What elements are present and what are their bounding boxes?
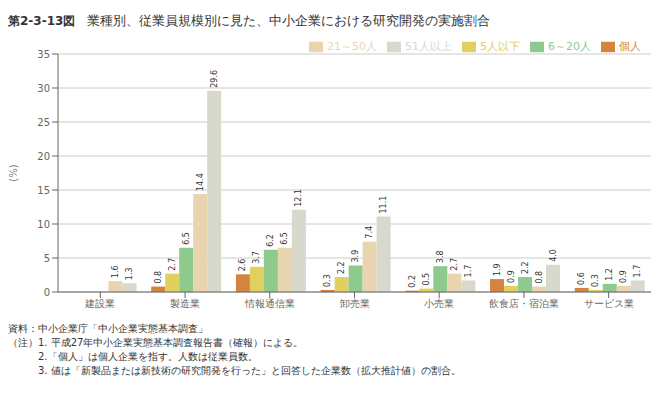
html-text:資料：中小企業庁「中小企業実態基本調査」: 資料：中小企業庁「中小企業実態基本調査」 xyxy=(8,323,208,334)
html-text:51人以上: 51人以上 xyxy=(405,40,452,53)
svg-text:2.2: 2.2 xyxy=(521,261,530,274)
svg-text:14.4: 14.4 xyxy=(196,173,205,191)
svg-text:0.3: 0.3 xyxy=(591,274,600,287)
svg-text:0.8: 0.8 xyxy=(535,271,544,284)
svg-text:1.7: 1.7 xyxy=(464,265,473,278)
svg-text:建設業: 建設業 xyxy=(84,298,115,309)
svg-text:15: 15 xyxy=(37,185,50,196)
svg-text:0.3: 0.3 xyxy=(323,274,332,287)
svg-text:35: 35 xyxy=(37,49,50,60)
svg-text:1.2: 1.2 xyxy=(605,268,614,281)
svg-text:0.9: 0.9 xyxy=(507,270,516,283)
svg-text:3.7: 3.7 xyxy=(252,251,261,264)
svg-text:サービス業: サービス業 xyxy=(584,298,634,309)
html-text:5人以下: 5人以下 xyxy=(480,40,520,53)
svg-text:6.5: 6.5 xyxy=(280,232,289,245)
svg-text:4.0: 4.0 xyxy=(549,249,558,262)
html-text:3. 値は「新製品または新技術の研究開発を行った」と回答した: 3. 値は「新製品または新技術の研究開発を行った」と回答した企業数（拡大推計値）… xyxy=(8,365,461,376)
svg-text:20: 20 xyxy=(37,151,50,162)
svg-text:小売業: 小売業 xyxy=(424,298,454,309)
svg-text:10: 10 xyxy=(37,219,50,230)
svg-text:2.7: 2.7 xyxy=(450,258,459,271)
html-text:6～20人: 6～20人 xyxy=(548,40,591,53)
svg-text:29.6: 29.6 xyxy=(210,70,219,88)
svg-text:11.1: 11.1 xyxy=(379,196,388,214)
svg-text:(%): (%) xyxy=(8,164,19,181)
svg-text:2.7: 2.7 xyxy=(168,258,177,271)
html-text:（注）1. 平成27年中小企業実態基本調査報告書（確報）によ: （注）1. 平成27年中小企業実態基本調査報告書（確報）による。 xyxy=(8,337,304,348)
svg-text:0.5: 0.5 xyxy=(422,273,431,286)
html-text:21～50人: 21～50人 xyxy=(327,40,377,53)
svg-text:7.4: 7.4 xyxy=(365,226,374,239)
svg-text:1.6: 1.6 xyxy=(111,265,120,278)
svg-text:0: 0 xyxy=(44,287,50,298)
svg-text:1.3: 1.3 xyxy=(125,267,134,280)
svg-text:6.5: 6.5 xyxy=(182,232,191,245)
svg-text:卸売業: 卸売業 xyxy=(340,298,370,309)
svg-text:2.2: 2.2 xyxy=(337,261,346,274)
svg-text:6.2: 6.2 xyxy=(266,234,275,247)
svg-text:25: 25 xyxy=(37,117,50,128)
svg-text:5: 5 xyxy=(44,253,50,264)
svg-text:製造業: 製造業 xyxy=(170,298,200,309)
html-text:2.「個人」は個人企業を指す。人数は従業員数。: 2.「個人」は個人企業を指す。人数は従業員数。 xyxy=(8,351,258,362)
svg-text:1.7: 1.7 xyxy=(633,265,642,278)
html-text:個人: 個人 xyxy=(619,40,641,53)
svg-text:飲食店・宿泊業: 飲食店・宿泊業 xyxy=(489,298,559,309)
svg-text:0.6: 0.6 xyxy=(577,272,586,285)
svg-text:30: 30 xyxy=(37,83,50,94)
svg-text:3.8: 3.8 xyxy=(436,250,445,263)
svg-text:0.9: 0.9 xyxy=(619,270,628,283)
svg-text:0.8: 0.8 xyxy=(154,271,163,284)
svg-text:2.6: 2.6 xyxy=(238,259,247,272)
svg-text:1.9: 1.9 xyxy=(493,263,502,276)
svg-text:0.2: 0.2 xyxy=(408,275,417,288)
html-text:第2-3-13図: 第2-3-13図 xyxy=(8,13,76,28)
html-text:業種別、従業員規模別に見た、中小企業における研究開発の実施割: 業種別、従業員規模別に見た、中小企業における研究開発の実施割合 xyxy=(87,13,491,28)
svg-text:3.9: 3.9 xyxy=(351,250,360,263)
svg-text:情報通信業: 情報通信業 xyxy=(244,298,295,309)
svg-text:12.1: 12.1 xyxy=(294,189,303,207)
